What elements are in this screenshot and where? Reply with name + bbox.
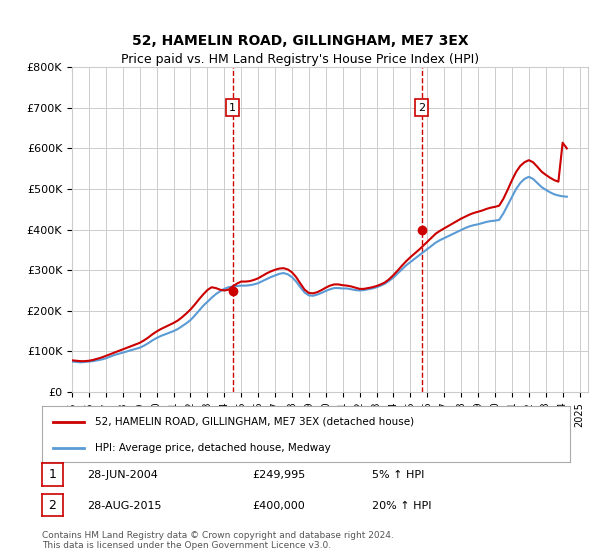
Text: HPI: Average price, detached house, Medway: HPI: Average price, detached house, Medw…: [95, 443, 331, 453]
Text: 1: 1: [229, 103, 236, 113]
Text: 2: 2: [418, 103, 425, 113]
Text: 1: 1: [49, 468, 56, 481]
Text: 5% ↑ HPI: 5% ↑ HPI: [372, 470, 424, 480]
Text: 52, HAMELIN ROAD, GILLINGHAM, ME7 3EX: 52, HAMELIN ROAD, GILLINGHAM, ME7 3EX: [131, 34, 469, 48]
Text: 52, HAMELIN ROAD, GILLINGHAM, ME7 3EX (detached house): 52, HAMELIN ROAD, GILLINGHAM, ME7 3EX (d…: [95, 417, 414, 427]
Text: 2: 2: [49, 498, 56, 512]
Text: 20% ↑ HPI: 20% ↑ HPI: [372, 501, 431, 511]
Text: £400,000: £400,000: [252, 501, 305, 511]
Text: £249,995: £249,995: [252, 470, 305, 480]
Text: Contains HM Land Registry data © Crown copyright and database right 2024.
This d: Contains HM Land Registry data © Crown c…: [42, 530, 394, 550]
Text: 28-AUG-2015: 28-AUG-2015: [87, 501, 161, 511]
Text: 28-JUN-2004: 28-JUN-2004: [87, 470, 158, 480]
Text: Price paid vs. HM Land Registry's House Price Index (HPI): Price paid vs. HM Land Registry's House …: [121, 53, 479, 66]
